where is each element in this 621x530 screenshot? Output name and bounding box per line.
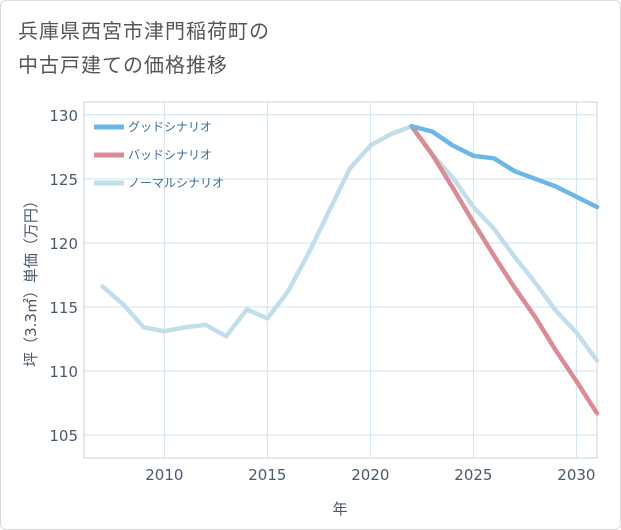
chart-title-line-2: 中古戸建ての価格推移 — [18, 53, 228, 77]
grid-lines — [84, 102, 597, 458]
series-lines — [100, 124, 600, 416]
legend-label-1: グッドシナリオ — [128, 120, 212, 134]
y-tick-label: 105 — [49, 427, 78, 445]
series-line-1 — [409, 124, 600, 210]
legend-label-2: バッドシナリオ — [128, 148, 212, 162]
chart-title-line-1: 兵庫県西宮市津門稲荷町の — [18, 19, 270, 43]
x-axis-title: 年 — [332, 500, 347, 518]
x-tick-label: 2020 — [351, 466, 389, 484]
legend-label-3: ノーマルシナリオ — [128, 176, 224, 190]
x-tick-label: 2010 — [145, 466, 183, 484]
y-tick-label: 110 — [49, 363, 78, 381]
series-line-3 — [100, 124, 600, 363]
chart-title: 兵庫県西宮市津門稲荷町の 中古戸建ての価格推移 — [18, 14, 518, 82]
y-tick-label: 115 — [49, 299, 78, 317]
y-axis-title: 坪（3.3㎡）単価（万円） — [22, 193, 40, 367]
x-tick-label: 2025 — [454, 466, 492, 484]
series-line-2 — [409, 124, 600, 416]
y-tick-label: 130 — [49, 107, 78, 125]
y-tick-labels: 105 110 115 120 125 130 — [49, 107, 78, 445]
y-tick-label: 120 — [49, 235, 78, 253]
x-tick-labels: 2010 2015 2020 2025 2030 — [145, 466, 595, 484]
x-tick-label: 2015 — [248, 466, 286, 484]
y-tick-label: 125 — [49, 171, 78, 189]
x-tick-label: 2030 — [557, 466, 595, 484]
